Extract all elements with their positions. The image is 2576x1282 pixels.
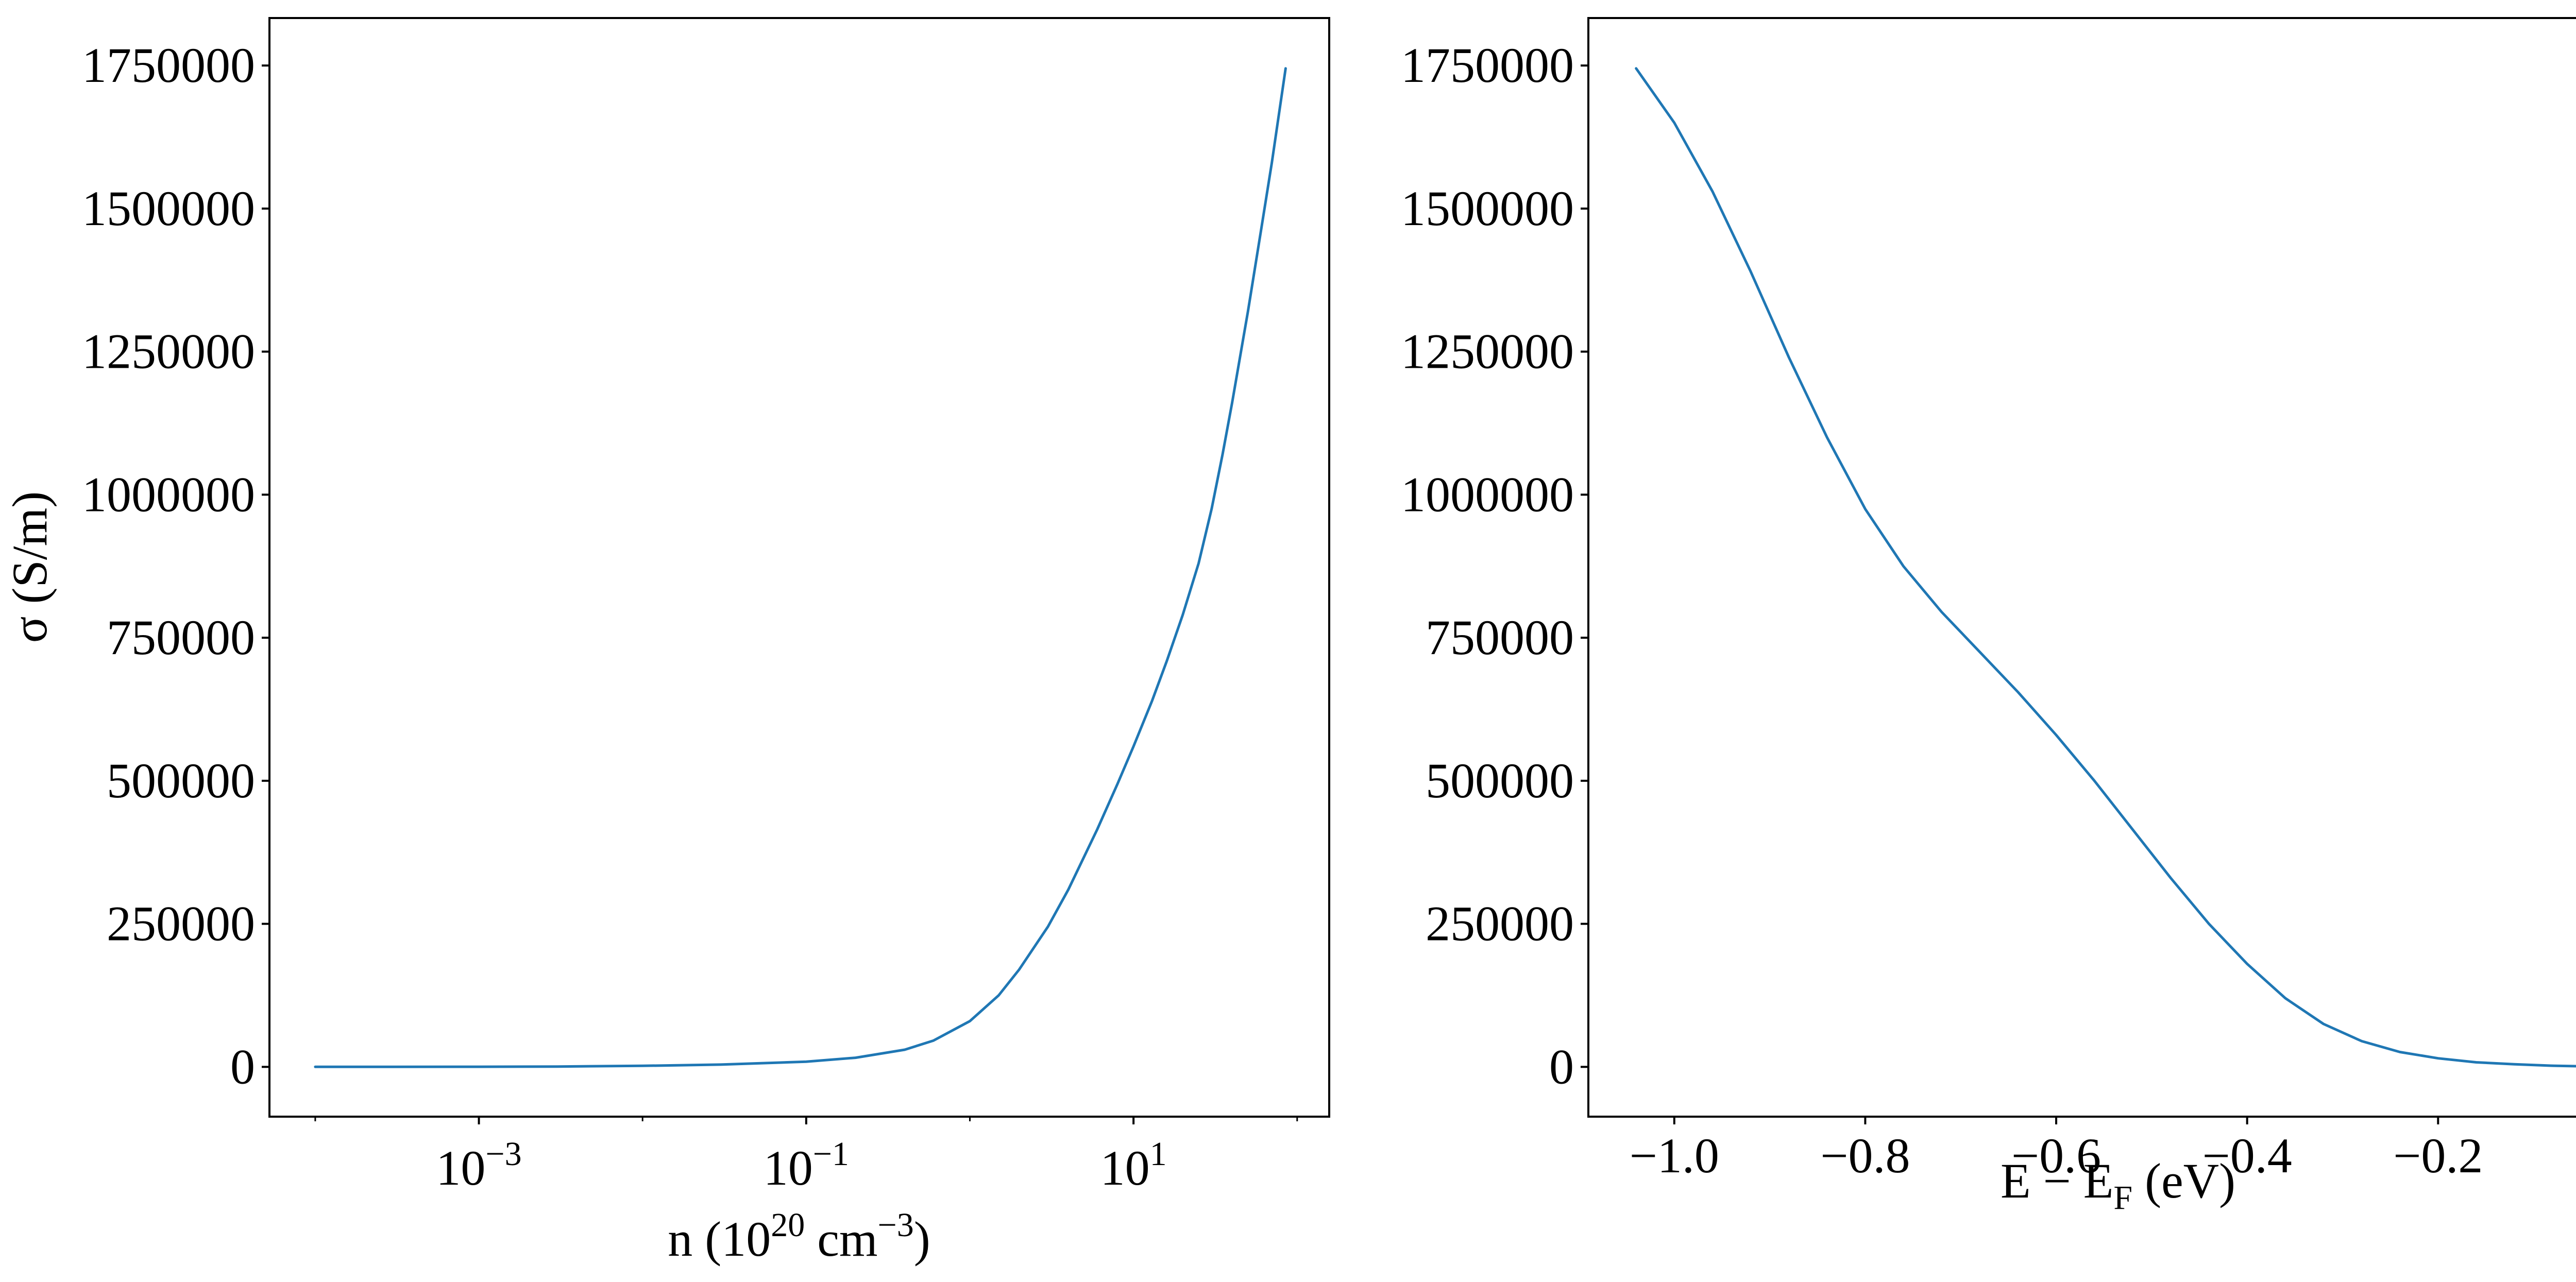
right-y-tick-label: 1500000 (1401, 181, 1574, 236)
right-ticks: 0 250000 500000 750000 1000000 1250000 1500000… (1401, 38, 2483, 1183)
left-x-tick-label: 101 (1100, 1135, 1167, 1195)
left-axes-frame (268, 17, 1330, 1118)
left-ticks: 0 250000 500000 750000 1000000 1250000 1500000… (82, 38, 1298, 1195)
right-y-tick-label: 1000000 (1401, 467, 1574, 522)
left-x-axis-label-exp2: −3 (878, 1206, 914, 1244)
right-x-tick-label: −0.8 (1820, 1128, 1910, 1183)
left-x-tick-exponent: −3 (485, 1135, 521, 1173)
left-x-axis-label-prefix: n (10 (668, 1211, 771, 1267)
left-x-tick-exponent: 1 (1150, 1135, 1167, 1173)
right-x-tick-label: −0.4 (2202, 1128, 2292, 1183)
left-y-tick-label: 250000 (107, 896, 255, 951)
left-x-axis-label-suffix: ) (914, 1211, 930, 1267)
left-chart: 0 250000 500000 750000 1000000 1250000 1500000… (2, 17, 1330, 1267)
right-x-tick-label: −0.2 (2393, 1128, 2483, 1183)
right-x-tick-label: −1.0 (1630, 1128, 1719, 1183)
left-x-tick-label: 10−3 (436, 1135, 521, 1195)
left-y-tick-label: 1500000 (82, 181, 255, 236)
left-x-tick-exponent: −1 (813, 1135, 849, 1173)
left-x-axis-label: n (1020 cm−3) (668, 1206, 930, 1267)
right-x-axis-label: E − EF (eV) (2001, 1153, 2235, 1217)
right-y-tick-label: 750000 (1426, 610, 1574, 665)
right-x-axis-label-prefix: E − E (2001, 1153, 2113, 1208)
left-y-tick-label: 750000 (107, 610, 255, 665)
right-x-axis-label-sub: F (2113, 1179, 2132, 1217)
right-y-tick-label: 1250000 (1401, 324, 1574, 379)
left-x-tick-base: 10 (764, 1140, 813, 1195)
left-series-line-0 (314, 67, 1287, 1068)
right-y-tick-label: 500000 (1426, 753, 1574, 808)
left-x-tick-base: 10 (1100, 1140, 1150, 1195)
left-x-tick-base: 10 (436, 1140, 485, 1195)
left-y-tick-label: 0 (230, 1039, 255, 1094)
right-x-axis-label-suffix: (eV) (2132, 1153, 2235, 1208)
right-y-tick-label: 250000 (1426, 896, 1574, 951)
left-x-axis-label-exp1: 20 (771, 1206, 805, 1244)
left-y-tick-label: 1750000 (82, 38, 255, 93)
right-axes-frame (1587, 17, 2576, 1118)
left-x-tick-label: 10−1 (764, 1135, 849, 1195)
left-x-axis-label-mid: cm (805, 1211, 877, 1267)
left-y-tick-label: 1000000 (82, 467, 255, 522)
left-plot-content (314, 67, 1287, 1068)
left-y-tick-label: 1250000 (82, 324, 255, 379)
left-y-axis-label: σ (S/m) (2, 491, 57, 643)
right-series-line-0 (1635, 67, 2576, 1068)
right-y-tick-label: 0 (1549, 1039, 1574, 1094)
right-x-tick-label: −0.6 (2011, 1128, 2101, 1183)
right-y-tick-label: 1750000 (1401, 38, 1574, 93)
left-y-tick-label: 500000 (107, 753, 255, 808)
right-chart: 0 250000 500000 750000 1000000 1250000 1500000… (1401, 17, 2576, 1217)
right-plot-content (1635, 67, 2576, 1068)
